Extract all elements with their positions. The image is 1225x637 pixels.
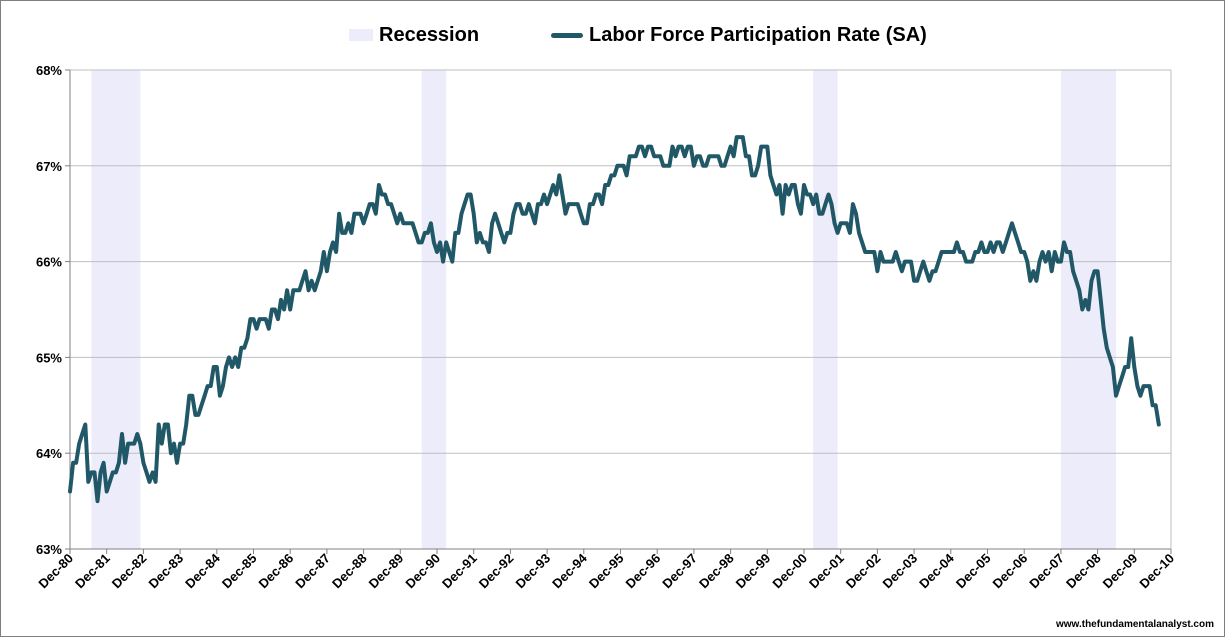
legend-series: Labor Force Participation Rate (SA) [551,23,927,47]
line-swatch-icon [551,32,583,38]
recession-bands [91,70,1116,549]
x-tick-label: Dec-94 [549,550,590,591]
x-tick-label: Dec-99 [733,551,774,592]
x-tick-label: Dec-93 [512,551,553,592]
x-tick-labels: Dec-80Dec-81Dec-82Dec-83Dec-84Dec-85Dec-… [35,549,1177,591]
source-credit: www.thefundamentalanalyst.com [1056,619,1214,630]
x-tick-label: Dec-98 [696,551,737,592]
legend-series-label: Labor Force Participation Rate (SA) [589,23,927,46]
x-tick-label: Dec-06 [990,551,1031,592]
legend-recession-label: Recession [379,23,480,46]
y-tick-label: 66% [36,255,62,270]
x-tick-label: Dec-81 [72,551,113,592]
x-tick-label: Dec-87 [292,551,333,592]
x-tick-label: Dec-00 [769,551,810,592]
x-tick-label: Dec-83 [145,551,186,592]
x-tick-label: Dec-90 [402,551,443,592]
y-tick-label: 68% [36,63,62,78]
y-tick-label: 64% [36,446,62,461]
gridlines [65,69,1171,550]
x-tick-label: Dec-88 [329,551,370,592]
x-tick-label: Dec-85 [219,551,260,592]
x-tick-label: Dec-91 [439,551,480,592]
x-tick-label: Dec-09 [1100,551,1141,592]
series-line [68,135,1161,504]
series-line-path [68,135,1161,504]
x-tick-label: Dec-04 [916,550,957,591]
x-tick-label: Dec-82 [109,551,150,592]
recession-band [813,70,838,549]
y-tick-labels: 63% 64% 65% 66% 67% 68% [36,63,62,557]
x-tick-label: Dec-05 [953,551,994,592]
recession-swatch-icon [349,29,373,41]
recession-band [421,70,447,549]
x-tick-label: Dec-02 [843,551,884,592]
x-tick-label: Dec-10 [1136,551,1177,592]
x-tick-label: Dec-96 [623,551,664,592]
y-tick-label: 65% [36,350,62,365]
y-tick-label: 67% [36,159,62,174]
x-tick-label: Dec-97 [659,551,700,592]
x-tick-label: Dec-08 [1063,551,1104,592]
x-tick-label: Dec-84 [182,550,223,591]
x-tick-label: Dec-03 [879,551,920,592]
x-tick-label: Dec-07 [1026,551,1067,592]
x-tick-label: Dec-89 [366,551,407,592]
legend-recession: Recession [349,23,479,47]
x-tick-label: Dec-92 [476,551,517,592]
axes [69,70,1172,550]
x-tick-label: Dec-95 [586,551,627,592]
x-tick-label: Dec-01 [806,551,847,592]
x-tick-label: Dec-86 [256,551,297,592]
y-tick-label: 63% [36,542,62,557]
